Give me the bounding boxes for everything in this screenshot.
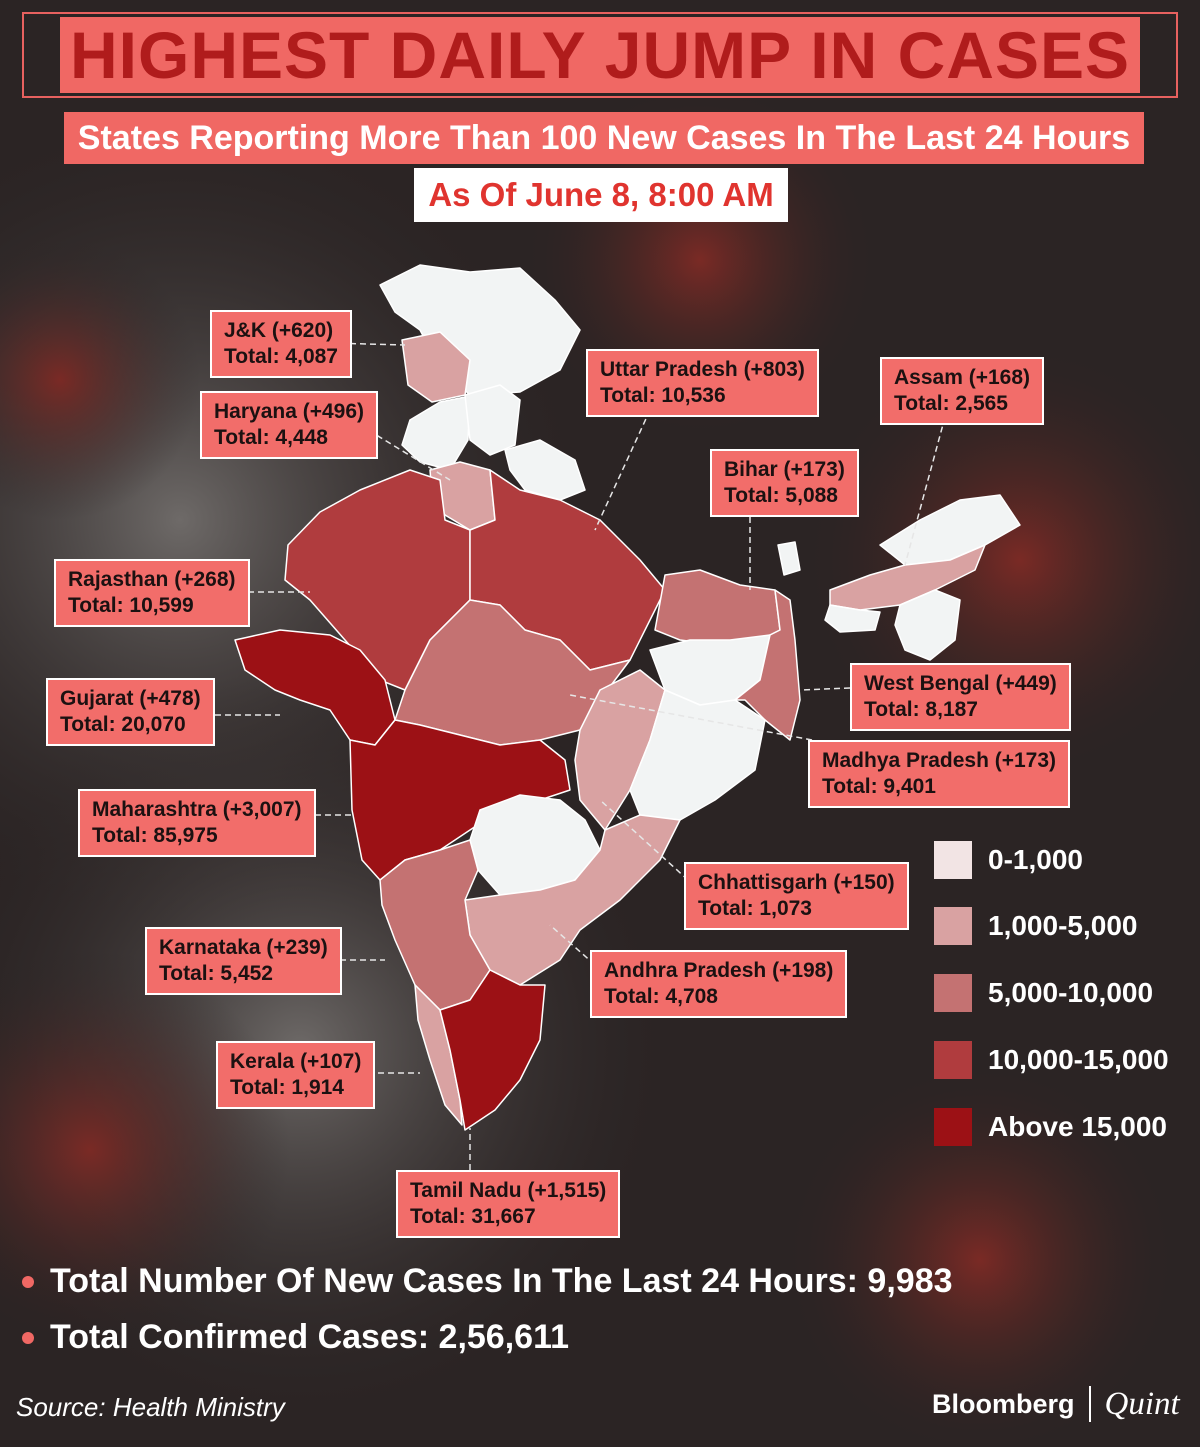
label-assam: Assam (+168) Total: 2,565	[880, 357, 1045, 425]
state-jammu-kashmir-north	[379, 264, 581, 396]
legend-item-1000-5000: 1,000-5,000	[934, 906, 1137, 946]
brand-bloomberg: Bloomberg	[932, 1388, 1075, 1419]
stat-new-cases-text: Total Number Of New Cases In The Last 24…	[50, 1262, 953, 1300]
state-maharashtra	[349, 719, 571, 881]
stat-confirmed-text: Total Confirmed Cases: 2,56,611	[50, 1318, 570, 1356]
legend-label: 10,000-15,000	[988, 1044, 1169, 1075]
state-himachal	[464, 384, 521, 456]
title-frame: HIGHEST DAILY JUMP IN CASES	[22, 12, 1178, 98]
source-note: Source: Health Ministry	[16, 1392, 285, 1422]
state-tamil-nadu	[439, 969, 546, 1131]
legend-item-5000-10000: 5,000-10,000	[934, 973, 1153, 1013]
state-karnataka	[379, 839, 491, 1011]
label-maharashtra: Maharashtra (+3,007) Total: 85,975	[78, 789, 316, 857]
bullet-dot-icon	[22, 1331, 34, 1344]
state-meghalaya	[824, 604, 881, 633]
state-punjab	[401, 395, 471, 471]
state-chhattisgarh	[574, 669, 666, 831]
label-haryana: Haryana (+496) Total: 4,448	[200, 391, 379, 459]
label-tamil-nadu: Tamil Nadu (+1,515) Total: 31,667	[396, 1170, 621, 1238]
brand-logo: Bloomberg Quint	[932, 1384, 1180, 1424]
legend-label: Above 15,000	[988, 1111, 1167, 1142]
state-sikkim	[777, 541, 801, 576]
label-west-bengal: West Bengal (+449) Total: 8,187	[850, 663, 1071, 731]
state-northeast-small	[894, 589, 961, 661]
legend-item-0-1000: 0-1,000	[934, 840, 1083, 880]
state-uttarakhand	[504, 439, 586, 501]
label-gujarat: Gujarat (+478) Total: 20,070	[46, 678, 215, 746]
state-odisha	[629, 689, 766, 821]
legend-label: 5,000-10,000	[988, 977, 1154, 1008]
legend-swatch	[934, 974, 972, 1012]
state-west-bengal	[734, 589, 801, 741]
label-kerala: Kerala (+107) Total: 1,914	[216, 1041, 376, 1109]
legend-item-above-15000: Above 15,000	[934, 1107, 1167, 1147]
legend-swatch	[934, 907, 972, 945]
as-of-date: As Of June 8, 8:00 AM	[414, 168, 788, 222]
label-karnataka: Karnataka (+239) Total: 5,452	[145, 927, 342, 995]
brand-quint: Quint	[1104, 1385, 1180, 1422]
label-chhattisgarh: Chhattisgarh (+150) Total: 1,073	[684, 862, 909, 930]
brand-separator	[1088, 1386, 1091, 1422]
legend-swatch	[934, 1041, 972, 1079]
legend-swatch	[934, 841, 972, 879]
page-title: HIGHEST DAILY JUMP IN CASES	[59, 17, 1141, 93]
bullet-dot-icon	[22, 1275, 34, 1288]
legend-item-10000-15000: 10,000-15,000	[934, 1040, 1169, 1080]
legend-label: 0-1,000	[988, 844, 1083, 875]
stat-new-cases: Total Number Of New Cases In The Last 24…	[22, 1262, 953, 1301]
label-jammu-kashmir: J&K (+620) Total: 4,087	[210, 310, 352, 378]
label-madhya-pradesh: Madhya Pradesh (+173) Total: 9,401	[808, 740, 1071, 808]
label-uttar-pradesh: Uttar Pradesh (+803) Total: 10,536	[586, 349, 819, 417]
legend-label: 1,000-5,000	[988, 910, 1138, 941]
label-bihar: Bihar (+173) Total: 5,088	[710, 449, 859, 517]
legend-swatch	[934, 1108, 972, 1146]
label-rajasthan: Rajasthan (+268) Total: 10,599	[54, 559, 250, 627]
label-andhra-pradesh: Andhra Pradesh (+198) Total: 4,708	[590, 950, 848, 1018]
subtitle: States Reporting More Than 100 New Cases…	[64, 112, 1144, 164]
stat-confirmed-cases: Total Confirmed Cases: 2,56,611	[22, 1318, 569, 1357]
